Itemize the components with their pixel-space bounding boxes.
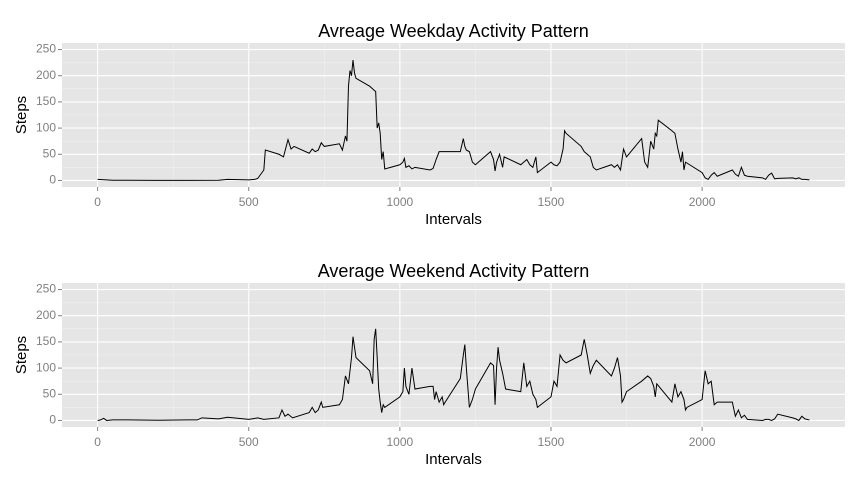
x-tick-label: 1500 bbox=[538, 435, 565, 449]
x-tick-label: 1000 bbox=[386, 195, 413, 209]
y-tick-label: 100 bbox=[36, 120, 56, 134]
chart-title: Avreage Weekday Activity Pattern bbox=[318, 21, 588, 41]
y-tick-label: 250 bbox=[36, 282, 56, 296]
y-tick-label: 0 bbox=[49, 173, 56, 187]
x-tick-label: 0 bbox=[94, 435, 101, 449]
y-tick-label: 50 bbox=[43, 386, 57, 400]
y-tick-label: 150 bbox=[36, 334, 56, 348]
y-tick-label: 0 bbox=[49, 413, 56, 427]
x-tick-label: 2000 bbox=[689, 435, 716, 449]
y-tick-label: 200 bbox=[36, 68, 56, 82]
chart-title: Average Weekend Activity Pattern bbox=[318, 261, 590, 281]
x-tick-label: 500 bbox=[239, 435, 259, 449]
y-tick-label: 150 bbox=[36, 94, 56, 108]
x-axis-label: Intervals bbox=[425, 211, 482, 228]
y-tick-label: 200 bbox=[36, 308, 56, 322]
x-tick-label: 0 bbox=[94, 195, 101, 209]
y-tick-label: 250 bbox=[36, 42, 56, 56]
data-line bbox=[97, 328, 810, 422]
x-axis-label: Intervals bbox=[425, 451, 482, 468]
x-tick-label: 500 bbox=[239, 195, 259, 209]
y-tick-label: 50 bbox=[43, 146, 57, 160]
y-tick-label: 100 bbox=[36, 360, 56, 374]
y-axis-label: Steps bbox=[13, 336, 30, 374]
x-tick-label: 2000 bbox=[689, 195, 716, 209]
x-tick-label: 1500 bbox=[538, 195, 565, 209]
data-line bbox=[97, 59, 810, 181]
x-tick-label: 1000 bbox=[386, 435, 413, 449]
y-axis-label: Steps bbox=[13, 96, 30, 134]
